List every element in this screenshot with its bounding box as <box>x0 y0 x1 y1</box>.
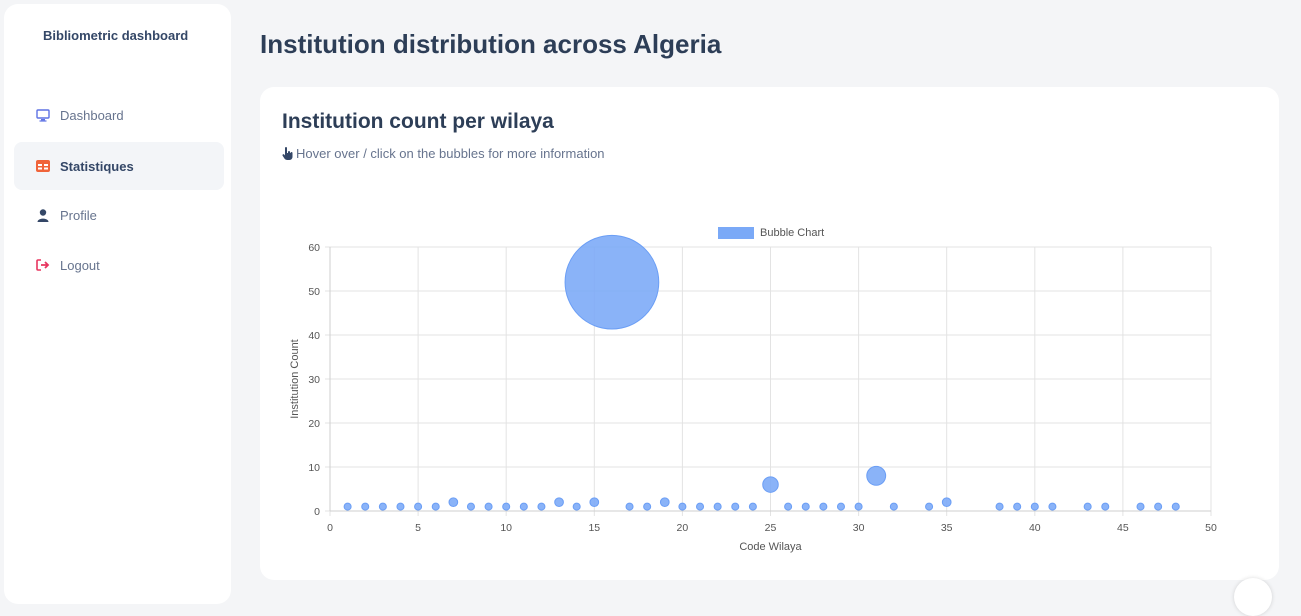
bubble-point[interactable] <box>1048 502 1057 511</box>
bubble-point[interactable] <box>819 502 828 511</box>
sidebar-item-profile[interactable]: Profile <box>14 191 224 239</box>
sidebar-item-label: Logout <box>60 257 100 273</box>
y-tick-label: 30 <box>308 374 320 386</box>
x-tick-label: 10 <box>500 522 512 534</box>
bubble-point[interactable] <box>484 502 493 511</box>
bubble-point[interactable] <box>1013 502 1022 511</box>
sidebar-item-logout[interactable]: Logout <box>14 241 224 289</box>
bubble-point[interactable] <box>1136 502 1145 511</box>
bubble-point[interactable] <box>941 497 952 508</box>
bubble-point[interactable] <box>1154 502 1163 511</box>
bubble-point[interactable] <box>854 502 863 511</box>
bubble-point[interactable] <box>537 502 546 511</box>
y-tick-label: 20 <box>308 418 320 430</box>
y-tick-label: 40 <box>308 330 320 342</box>
bubble-point[interactable] <box>995 502 1004 511</box>
bubble-point[interactable] <box>801 502 810 511</box>
bubble-point[interactable] <box>678 502 687 511</box>
bubble-point[interactable] <box>731 502 740 511</box>
bubble-point[interactable] <box>1030 502 1039 511</box>
bubble-point[interactable] <box>466 502 475 511</box>
bubble-point[interactable] <box>554 497 564 508</box>
bubble-point[interactable] <box>431 502 440 511</box>
x-tick-label: 30 <box>853 522 865 534</box>
bubble-point[interactable] <box>784 502 793 511</box>
bubble-point[interactable] <box>589 497 600 508</box>
user-icon <box>36 208 50 222</box>
legend-swatch <box>718 227 754 239</box>
sidebar-item-label: Statistiques <box>60 158 134 174</box>
card-hint: Hover over / click on the bubbles for mo… <box>282 146 605 161</box>
x-tick-label: 40 <box>1029 522 1041 534</box>
bubble-point[interactable] <box>519 502 528 511</box>
x-tick-label: 0 <box>327 522 333 534</box>
bubble-point[interactable] <box>502 502 511 511</box>
bubble-point[interactable] <box>836 502 845 511</box>
y-tick-label: 0 <box>314 506 320 518</box>
x-tick-label: 45 <box>1117 522 1129 534</box>
y-axis-label: Institution Count <box>289 339 301 419</box>
bubble-point[interactable] <box>643 502 652 511</box>
bubble-point[interactable] <box>448 497 459 508</box>
page-title: Institution distribution across Algeria <box>260 29 722 59</box>
floating-settings-button[interactable] <box>1234 578 1272 616</box>
bubble-point[interactable] <box>762 476 779 493</box>
bubble-point[interactable] <box>866 465 887 486</box>
logout-icon <box>36 258 50 272</box>
bubble-point[interactable] <box>889 502 898 511</box>
x-tick-label: 5 <box>415 522 421 534</box>
bubble-point[interactable] <box>396 502 405 511</box>
bubble-point[interactable] <box>925 502 934 511</box>
table-icon <box>36 159 50 173</box>
sidebar-item-statistiques[interactable]: Statistiques <box>14 142 224 190</box>
brand-title[interactable]: Bibliometric dashboard <box>43 28 189 43</box>
bubble-point[interactable] <box>564 234 660 330</box>
bubble-point[interactable] <box>713 502 722 511</box>
bubble-point[interactable] <box>696 502 705 511</box>
y-tick-label: 10 <box>308 462 320 474</box>
y-tick-label: 50 <box>308 286 320 298</box>
bubble-point[interactable] <box>1083 502 1092 511</box>
sidebar-item-label: Profile <box>60 207 97 223</box>
sidebar-item-label: Dashboard <box>60 107 124 123</box>
x-tick-label: 25 <box>765 522 777 534</box>
bubble-point[interactable] <box>343 502 352 511</box>
monitor-icon <box>36 108 50 122</box>
x-tick-label: 35 <box>941 522 953 534</box>
x-axis-label: Code Wilaya <box>739 541 802 553</box>
sidebar-item-dashboard[interactable]: Dashboard <box>14 91 224 139</box>
bubble-point[interactable] <box>361 502 370 511</box>
x-tick-label: 50 <box>1205 522 1217 534</box>
legend-label: Bubble Chart <box>760 227 824 239</box>
x-tick-label: 15 <box>588 522 600 534</box>
y-tick-label: 60 <box>308 242 320 254</box>
sidebar: Bibliometric dashboard Dashboard Statist… <box>4 4 231 604</box>
bubble-point[interactable] <box>378 502 387 511</box>
card-title: Institution count per wilaya <box>282 110 554 133</box>
pointer-hand-icon <box>282 146 294 161</box>
bubble-point[interactable] <box>659 497 670 508</box>
bubble-point[interactable] <box>572 502 581 511</box>
hint-text: Hover over / click on the bubbles for mo… <box>296 146 605 161</box>
bubble-point[interactable] <box>1171 502 1180 511</box>
chart-card: Institution count per wilaya Hover over … <box>260 87 1279 580</box>
bubble-point[interactable] <box>748 502 757 511</box>
x-tick-label: 20 <box>677 522 689 534</box>
bubble-chart[interactable]: 0 5 10 15 20 25 30 35 40 45 50 0 10 20 30 40 50 60 Bubble… <box>260 87 1279 580</box>
bubble-point[interactable] <box>1101 502 1110 511</box>
bubble-point[interactable] <box>625 502 634 511</box>
bubble-point[interactable] <box>414 502 423 511</box>
